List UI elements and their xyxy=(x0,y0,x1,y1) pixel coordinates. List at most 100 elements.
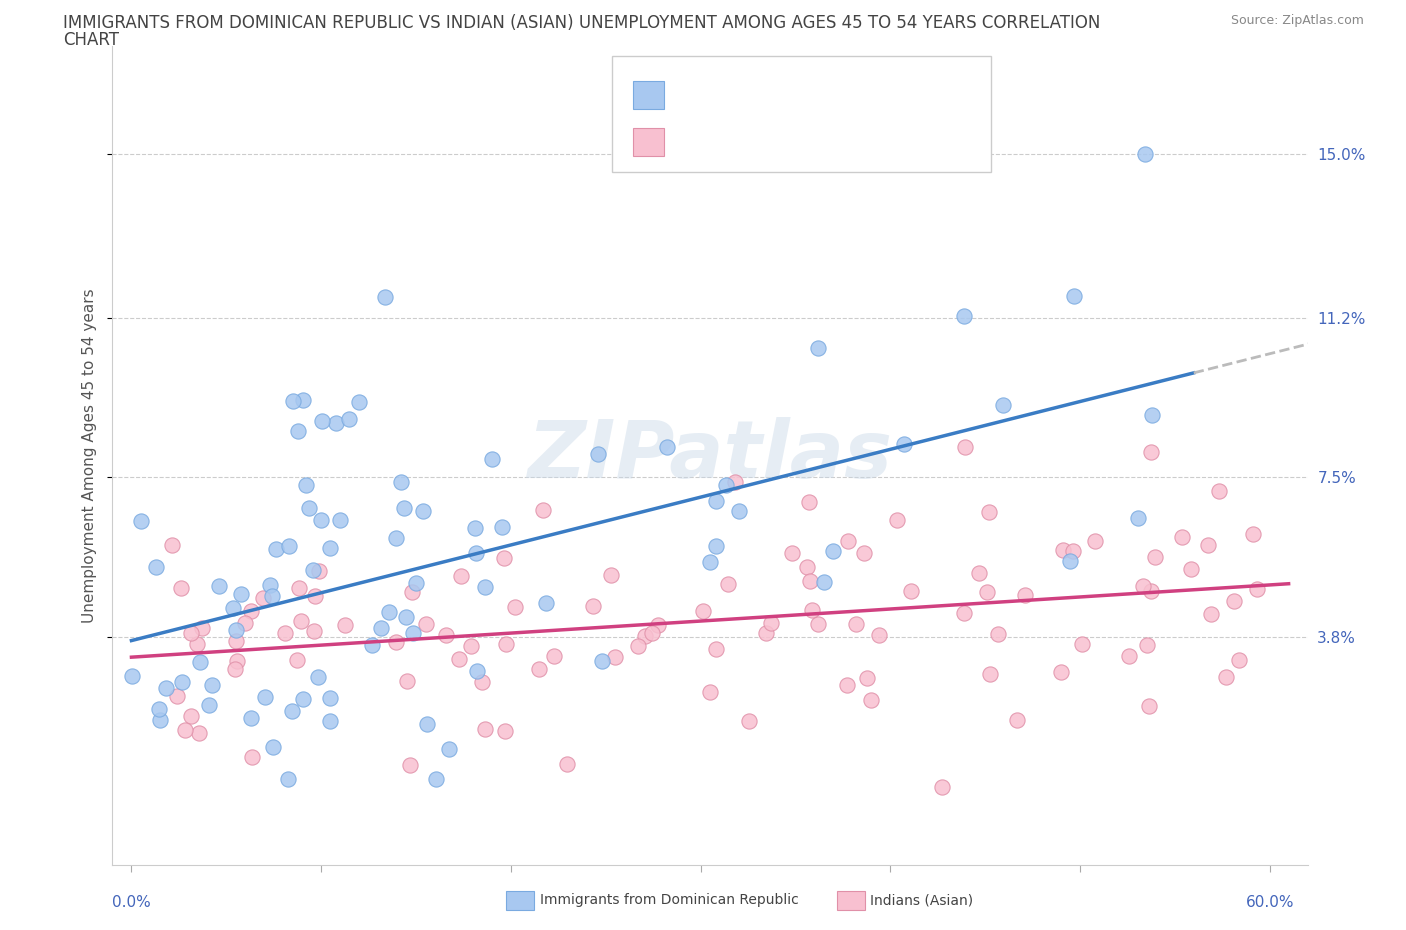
Point xyxy=(180,625,202,640)
Point xyxy=(641,625,664,640)
Point xyxy=(495,636,517,651)
Point xyxy=(979,666,1001,681)
Point xyxy=(647,618,669,632)
Point xyxy=(799,573,821,588)
Point xyxy=(837,533,859,548)
Point xyxy=(782,545,804,560)
Point xyxy=(240,750,263,764)
Point xyxy=(416,717,439,732)
Point xyxy=(389,474,412,489)
Point xyxy=(1241,526,1264,541)
Text: Indians (Asian): Indians (Asian) xyxy=(870,893,973,908)
Point xyxy=(856,671,879,685)
Point xyxy=(225,654,247,669)
Point xyxy=(1050,664,1073,679)
Point xyxy=(262,739,284,754)
Point xyxy=(465,546,488,561)
Point xyxy=(699,684,721,699)
Point xyxy=(325,416,347,431)
Point xyxy=(301,563,323,578)
Point xyxy=(460,639,482,654)
Point xyxy=(304,588,326,603)
Point xyxy=(724,474,747,489)
Point xyxy=(1215,670,1237,684)
Point xyxy=(239,711,262,725)
Text: R = 0.541: R = 0.541 xyxy=(678,86,768,104)
Point xyxy=(180,708,202,723)
Point xyxy=(412,503,434,518)
Point xyxy=(704,538,727,553)
Point xyxy=(931,780,953,795)
Point xyxy=(845,617,868,631)
Point xyxy=(233,616,256,631)
Point xyxy=(728,503,751,518)
Point xyxy=(738,713,761,728)
Point xyxy=(492,551,515,565)
Point xyxy=(155,681,177,696)
Point xyxy=(491,520,513,535)
Point xyxy=(201,677,224,692)
Point xyxy=(308,564,330,578)
Point xyxy=(169,580,191,595)
Point xyxy=(129,513,152,528)
Point xyxy=(291,691,314,706)
Point xyxy=(401,585,423,600)
Point xyxy=(277,771,299,786)
Point xyxy=(471,674,494,689)
Point xyxy=(439,742,461,757)
Point xyxy=(494,724,516,738)
Point xyxy=(1063,288,1085,303)
Text: ZIPatlas: ZIPatlas xyxy=(527,417,893,495)
Point xyxy=(1014,588,1036,603)
Point xyxy=(277,538,299,553)
Point xyxy=(190,620,212,635)
Point xyxy=(401,626,423,641)
Point xyxy=(900,583,922,598)
Point xyxy=(222,601,245,616)
Point xyxy=(860,692,883,707)
Point xyxy=(447,652,470,667)
Point xyxy=(1132,578,1154,593)
Point xyxy=(1208,484,1230,498)
Point xyxy=(627,639,650,654)
Point xyxy=(1144,550,1167,565)
Point xyxy=(225,622,247,637)
Point xyxy=(188,726,211,741)
Point xyxy=(586,446,609,461)
Point xyxy=(302,623,325,638)
Point xyxy=(503,600,526,615)
Text: N =: N = xyxy=(783,86,820,104)
Point xyxy=(704,493,727,508)
Point xyxy=(186,637,208,652)
Point xyxy=(759,616,782,631)
Point xyxy=(374,289,396,304)
Point xyxy=(699,555,721,570)
Point xyxy=(1222,594,1244,609)
Text: R = 0.187: R = 0.187 xyxy=(678,133,768,152)
Point xyxy=(394,500,416,515)
Point xyxy=(799,494,821,509)
Point xyxy=(425,771,447,786)
Point xyxy=(260,589,283,604)
Point xyxy=(148,701,170,716)
Point xyxy=(384,530,406,545)
Point xyxy=(319,691,342,706)
Point xyxy=(309,512,332,527)
Point xyxy=(1170,530,1192,545)
Point xyxy=(1062,543,1084,558)
Point xyxy=(531,502,554,517)
Point xyxy=(166,689,188,704)
Text: 80: 80 xyxy=(818,85,855,105)
Point xyxy=(1229,653,1251,668)
Point xyxy=(285,653,308,668)
Point xyxy=(813,575,835,590)
Point xyxy=(1118,649,1140,664)
Point xyxy=(1136,638,1159,653)
Point xyxy=(481,451,503,466)
Point xyxy=(252,591,274,606)
Point xyxy=(274,626,297,641)
Point xyxy=(385,634,408,649)
Point xyxy=(993,397,1015,412)
Point xyxy=(292,393,315,408)
Text: CHART: CHART xyxy=(63,31,120,48)
